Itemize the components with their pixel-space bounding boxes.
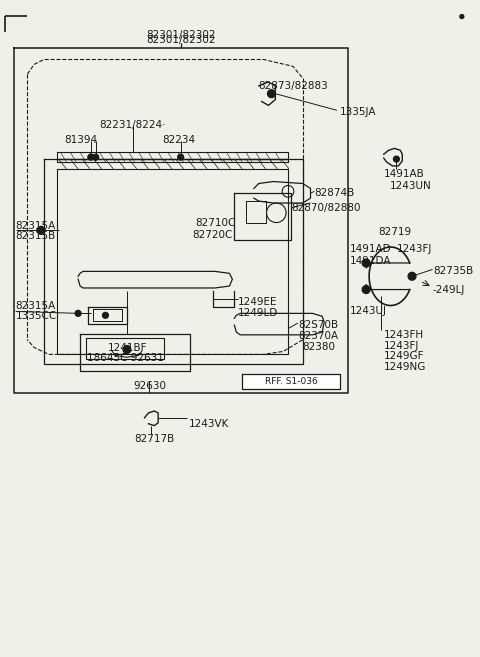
Text: 82301/82302: 82301/82302 <box>146 30 216 40</box>
Circle shape <box>362 286 370 294</box>
Text: 1335JA: 1335JA <box>340 107 376 118</box>
Text: 1249EE: 1249EE <box>238 297 278 307</box>
Text: 82315B: 82315B <box>16 231 56 241</box>
Circle shape <box>93 154 98 160</box>
Text: 1243UJ: 1243UJ <box>349 306 386 315</box>
Text: 1243VK: 1243VK <box>189 419 229 429</box>
Text: 82234: 82234 <box>162 135 195 145</box>
Text: 82301/82302: 82301/82302 <box>146 35 216 45</box>
Circle shape <box>267 90 276 98</box>
Text: 82231/8224·: 82231/8224· <box>99 120 166 130</box>
Circle shape <box>460 14 464 18</box>
Circle shape <box>75 311 81 316</box>
Text: 82370A: 82370A <box>298 331 338 341</box>
Circle shape <box>178 154 183 160</box>
Text: 1491AD: 1491AD <box>349 244 391 254</box>
Text: -249LJ: -249LJ <box>432 285 465 295</box>
Circle shape <box>103 312 108 318</box>
Polygon shape <box>242 374 340 388</box>
Text: 1243FJ: 1243FJ <box>396 244 432 254</box>
Circle shape <box>408 273 416 280</box>
Text: 1243UN: 1243UN <box>390 181 432 191</box>
Text: 81394: 81394 <box>64 135 97 145</box>
Text: 18645C 92631: 18645C 92631 <box>87 353 164 363</box>
Text: 82315A: 82315A <box>16 221 56 231</box>
Text: 82873/82883: 82873/82883 <box>258 81 328 91</box>
Text: 1335CC: 1335CC <box>16 311 57 321</box>
Text: RFF. S1-036: RFF. S1-036 <box>264 377 317 386</box>
Text: 82870/82880: 82870/82880 <box>291 203 360 213</box>
Text: 1491DA: 1491DA <box>349 256 391 266</box>
Circle shape <box>123 346 131 353</box>
Text: 82380: 82380 <box>303 342 336 351</box>
Text: 82S70B: 82S70B <box>298 320 338 330</box>
Text: 1249LD: 1249LD <box>238 307 278 317</box>
Text: 82874B: 82874B <box>314 189 355 198</box>
Text: 1243FJ: 1243FJ <box>384 341 419 351</box>
Text: 82315A: 82315A <box>16 301 56 311</box>
Circle shape <box>362 259 370 267</box>
Text: 1249NG: 1249NG <box>384 362 426 372</box>
Text: 82720C: 82720C <box>192 231 233 240</box>
Circle shape <box>394 156 399 162</box>
Text: 1491AB: 1491AB <box>384 169 424 179</box>
Text: 1249GF: 1249GF <box>384 351 424 361</box>
Text: 82735B: 82735B <box>433 267 474 277</box>
Text: 82717B: 82717B <box>135 434 175 444</box>
Text: 1241BF: 1241BF <box>108 343 147 353</box>
Text: 82719: 82719 <box>378 227 411 237</box>
Text: 1243FH: 1243FH <box>384 330 424 340</box>
Text: 92630: 92630 <box>133 381 166 391</box>
Circle shape <box>37 227 45 235</box>
Circle shape <box>88 154 94 160</box>
Text: 82710C: 82710C <box>195 217 236 228</box>
